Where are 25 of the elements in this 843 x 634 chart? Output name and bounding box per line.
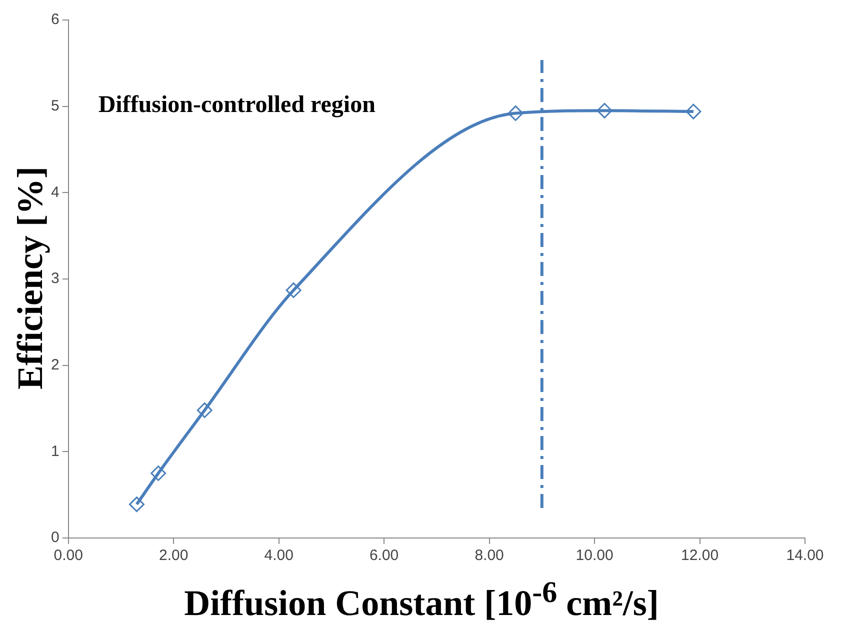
x-tick-label: 12.00	[680, 547, 719, 564]
x-tick-label: 14.00	[786, 547, 824, 564]
x-tick-label: 10.00	[576, 547, 614, 564]
point	[596, 102, 612, 118]
x-axis-title: Diffusion Constant [10$^{-6}$ cm²/s]	[183, 576, 660, 624]
x-tick-label: 2.00	[158, 547, 188, 564]
y-tick-label: 5	[51, 97, 60, 114]
x-tick-label: 8.00	[474, 547, 504, 564]
point	[508, 105, 524, 121]
y-tick-label: 0	[51, 529, 60, 546]
annotation: Diffusion-controlled region	[98, 91, 376, 120]
y-tick-label: 1	[51, 442, 60, 460]
x-tick-label: 6.00	[369, 547, 399, 564]
y-tick-label: 6	[51, 11, 60, 28]
y-axis-title: Efficiency [%]	[9, 166, 51, 390]
y-tick-label: 4	[51, 184, 60, 201]
y-tick-label: 2	[51, 356, 60, 374]
point	[196, 402, 212, 418]
point	[150, 466, 166, 481]
point	[286, 282, 302, 298]
y-tick-label: 3	[51, 270, 60, 288]
point	[128, 496, 144, 512]
x-tick-label: 0.00	[54, 547, 83, 564]
x-tick-label: 4.00	[264, 547, 294, 564]
point	[686, 104, 702, 120]
